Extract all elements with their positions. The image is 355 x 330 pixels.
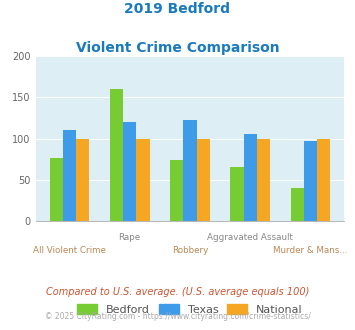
- Bar: [197, 139, 210, 221]
- Text: Rape: Rape: [119, 233, 141, 242]
- Text: All Violent Crime: All Violent Crime: [33, 246, 106, 255]
- Text: Compared to U.S. average. (U.S. average equals 100): Compared to U.S. average. (U.S. average …: [46, 287, 309, 297]
- Bar: [257, 139, 270, 221]
- Bar: [170, 160, 183, 221]
- Bar: [110, 89, 123, 221]
- Text: Aggravated Assault: Aggravated Assault: [207, 233, 293, 242]
- Bar: [244, 134, 257, 221]
- Bar: [304, 141, 317, 221]
- Bar: [50, 157, 63, 221]
- Bar: [63, 130, 76, 221]
- Text: Violent Crime Comparison: Violent Crime Comparison: [76, 41, 279, 55]
- Text: Robbery: Robbery: [172, 246, 208, 255]
- Bar: [76, 139, 89, 221]
- Bar: [136, 139, 149, 221]
- Text: Murder & Mans...: Murder & Mans...: [273, 246, 348, 255]
- Bar: [230, 167, 244, 221]
- Text: 2019 Bedford: 2019 Bedford: [125, 2, 230, 16]
- Bar: [183, 119, 197, 221]
- Bar: [123, 122, 136, 221]
- Bar: [317, 139, 330, 221]
- Text: © 2025 CityRating.com - https://www.cityrating.com/crime-statistics/: © 2025 CityRating.com - https://www.city…: [45, 312, 310, 321]
- Legend: Bedford, Texas, National: Bedford, Texas, National: [77, 304, 303, 314]
- Bar: [290, 188, 304, 221]
